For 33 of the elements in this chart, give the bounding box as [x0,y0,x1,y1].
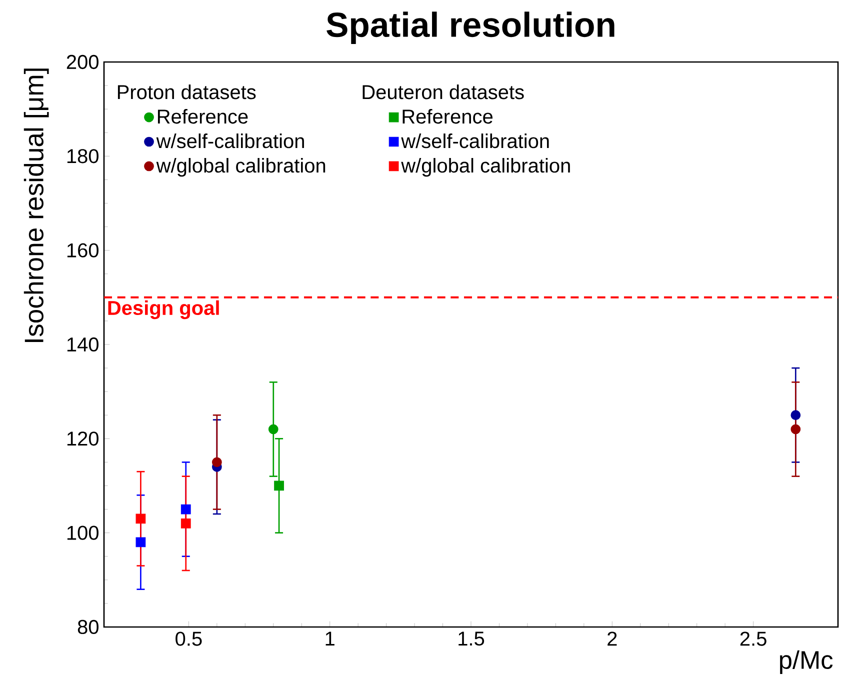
y-tick-label: 140 [67,337,98,352]
x-axis-title: p/Mc [780,650,833,674]
point [136,537,146,548]
point [268,424,278,434]
legend-label: w/global calibration [401,158,570,177]
y-tick-label: 120 [67,432,98,446]
y-tick-label: 80 [78,620,98,634]
legend-label: w/self-calibration [156,134,304,148]
annotation: Deuteron datasets [362,84,524,100]
point [790,424,801,434]
point [180,504,191,514]
legend-label: Reference [402,109,493,124]
point [212,457,222,468]
point [180,518,191,528]
legend-label: w/global calibration [156,158,326,177]
legend-label: w/self-calibration [401,134,549,148]
legend-label: Reference [158,109,248,124]
x-tick-label: 1 [326,632,334,646]
x-tick-label: 2 [608,632,617,646]
x-tick-label: 1.5 [458,632,484,646]
point [790,410,801,420]
y-tick-label: 200 [66,54,98,70]
y-tick-label: 180 [67,149,98,164]
ref-line-label: Design goal [108,300,219,320]
y-tick-label: 100 [67,526,98,540]
y-axis-title: Isochrone residual [μm] [24,68,49,342]
x-tick-label: 2.5 [740,632,766,646]
chart-title: Spatial resolution [326,12,614,44]
y-tick-label: 160 [67,243,98,258]
x-tick-label: 0.5 [176,632,202,646]
annotation: Proton datasets [118,84,256,100]
point [274,480,284,491]
point [136,514,146,524]
